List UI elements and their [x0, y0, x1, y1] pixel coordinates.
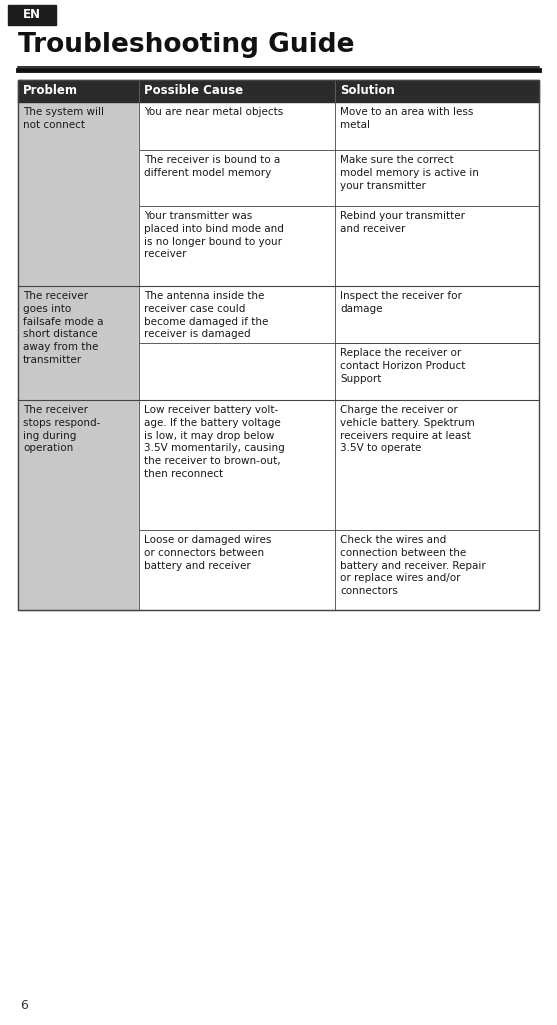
Bar — [335, 343, 539, 400]
Text: The receiver
stops respond-
ing during
operation: The receiver stops respond- ing during o… — [23, 405, 100, 453]
Bar — [139, 102, 335, 150]
Text: Troubleshooting Guide: Troubleshooting Guide — [18, 32, 354, 58]
Text: Inspect the receiver for
damage: Inspect the receiver for damage — [340, 291, 462, 314]
Bar — [18, 286, 139, 400]
Text: You are near metal objects: You are near metal objects — [144, 107, 284, 117]
Bar — [139, 530, 335, 610]
Text: Replace the receiver or
contact Horizon Product
Support: Replace the receiver or contact Horizon … — [340, 348, 466, 383]
Text: The antenna inside the
receiver case could
become damaged if the
receiver is dam: The antenna inside the receiver case cou… — [144, 291, 268, 339]
Text: EN: EN — [23, 8, 41, 22]
Bar — [18, 102, 139, 286]
Bar — [139, 400, 335, 530]
Bar — [335, 530, 539, 610]
Bar — [18, 80, 539, 102]
Bar — [18, 80, 539, 610]
Bar — [139, 150, 335, 206]
Bar — [139, 286, 335, 400]
Bar — [335, 400, 539, 530]
Text: 6: 6 — [20, 999, 28, 1012]
Bar — [139, 206, 335, 286]
Text: Problem: Problem — [23, 84, 78, 97]
Text: Make sure the correct
model memory is active in
your transmitter: Make sure the correct model memory is ac… — [340, 155, 479, 191]
Bar — [8, 5, 56, 25]
Text: Your transmitter was
placed into bind mode and
is no longer bound to your
receiv: Your transmitter was placed into bind mo… — [144, 211, 284, 259]
Text: Loose or damaged wires
or connectors between
battery and receiver: Loose or damaged wires or connectors bet… — [144, 535, 271, 571]
Bar — [18, 400, 139, 610]
Text: Low receiver battery volt-
age. If the battery voltage
is low, it may drop below: Low receiver battery volt- age. If the b… — [144, 405, 285, 479]
Text: Move to an area with less
metal: Move to an area with less metal — [340, 107, 473, 130]
Text: Rebind your transmitter
and receiver: Rebind your transmitter and receiver — [340, 211, 465, 234]
Bar — [335, 102, 539, 150]
Text: The receiver
goes into
failsafe mode a
short distance
away from the
transmitter: The receiver goes into failsafe mode a s… — [23, 291, 104, 365]
Bar — [335, 150, 539, 206]
Text: Charge the receiver or
vehicle battery. Spektrum
receivers require at least
3.5V: Charge the receiver or vehicle battery. … — [340, 405, 475, 453]
Text: Possible Cause: Possible Cause — [144, 84, 243, 97]
Bar — [335, 206, 539, 286]
Text: Solution: Solution — [340, 84, 395, 97]
Bar — [335, 286, 539, 343]
Text: The receiver is bound to a
different model memory: The receiver is bound to a different mod… — [144, 155, 280, 177]
Text: The system will
not connect: The system will not connect — [23, 107, 104, 130]
Text: Check the wires and
connection between the
battery and receiver. Repair
or repla: Check the wires and connection between t… — [340, 535, 486, 597]
